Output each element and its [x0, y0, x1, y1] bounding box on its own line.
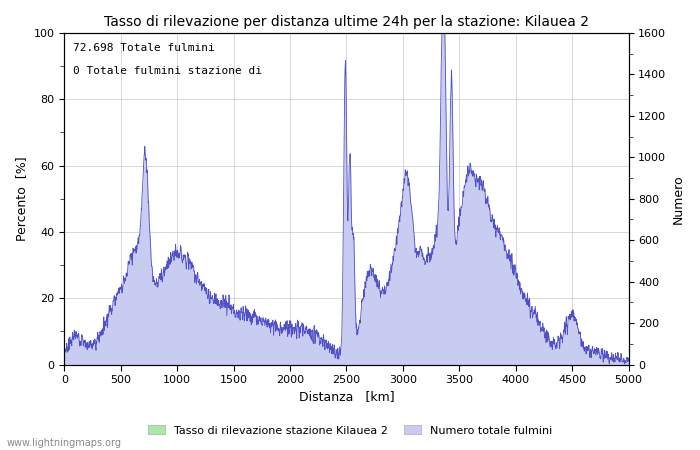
Text: 72.698 Totale fulmini: 72.698 Totale fulmini [73, 43, 214, 53]
X-axis label: Distanza   [km]: Distanza [km] [299, 391, 394, 404]
Y-axis label: Percento  [%]: Percento [%] [15, 157, 28, 241]
Y-axis label: Numero: Numero [672, 174, 685, 224]
Text: www.lightningmaps.org: www.lightningmaps.org [7, 438, 122, 448]
Title: Tasso di rilevazione per distanza ultime 24h per la stazione: Kilauea 2: Tasso di rilevazione per distanza ultime… [104, 15, 589, 29]
Legend: Tasso di rilevazione stazione Kilauea 2, Numero totale fulmini: Tasso di rilevazione stazione Kilauea 2,… [144, 421, 556, 440]
Text: 0 Totale fulmini stazione di: 0 Totale fulmini stazione di [73, 66, 262, 76]
